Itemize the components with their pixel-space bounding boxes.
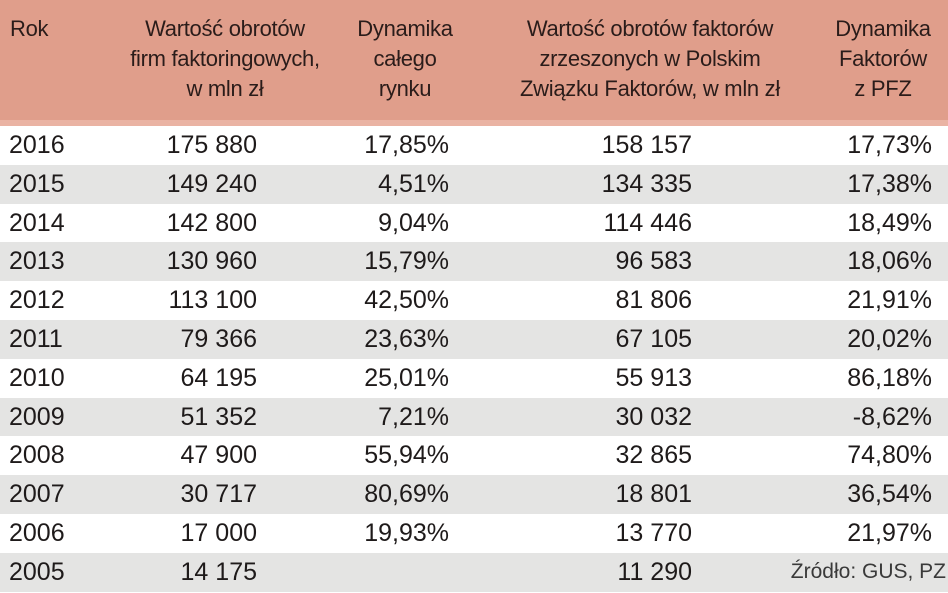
pfz-turnover-cell: 114 446 [603, 208, 692, 237]
pfz-dynamics-cell: 36,54% [847, 480, 932, 509]
market-dynamics-cell: 4,51% [378, 169, 449, 198]
year-cell: 2015 [9, 169, 65, 198]
header-pfz-turnover: Wartość obrotów faktorów zrzeszonych w P… [490, 14, 810, 104]
header-year: Rok [10, 14, 60, 44]
pfz-dynamics-cell: 18,06% [847, 247, 932, 276]
pfz-turnover-cell: 158 157 [601, 131, 692, 159]
market-turnover-cell: 47 900 [180, 441, 257, 470]
market-turnover-cell: 142 800 [166, 208, 257, 237]
market-turnover-cell: 149 240 [166, 169, 257, 198]
market-dynamics-cell: 55,94% [364, 441, 449, 470]
year-cell: 2009 [9, 402, 65, 431]
header-market-dynamics: Dynamika całego rynku [340, 14, 470, 104]
market-dynamics-cell: 17,85% [364, 131, 449, 159]
header-year-label: Rok [10, 16, 49, 41]
year-cell: 2013 [9, 247, 65, 276]
header-line: z PFZ [854, 76, 912, 101]
year-cell: 2014 [9, 208, 65, 237]
market-turnover-cell: 30 717 [180, 480, 257, 509]
market-turnover-cell: 130 960 [166, 247, 257, 276]
pfz-dynamics-cell: 21,97% [847, 518, 932, 547]
pfz-turnover-cell: 96 583 [615, 247, 692, 276]
header-line: Dynamika [357, 16, 453, 41]
table-row: 2010 64 195 25,01% 55 913 86,18% [0, 359, 948, 398]
market-dynamics-cell: 80,69% [364, 480, 449, 509]
table-body: 2016 175 880 17,85% 158 157 17,73% 2015 … [0, 126, 948, 592]
table-row: 2009 51 352 7,21% 30 032 -8,62% [0, 397, 948, 437]
pfz-turnover-cell: 81 806 [615, 286, 692, 315]
pfz-turnover-cell: 11 290 [617, 557, 692, 586]
market-dynamics-cell: 23,63% [364, 324, 449, 353]
header-line: zrzeszonych w Polskim [539, 46, 761, 71]
year-cell: 2005 [9, 557, 65, 586]
year-cell: 2011 [9, 324, 63, 353]
market-turnover-cell: 64 195 [180, 363, 257, 392]
pfz-dynamics-cell: 20,02% [847, 324, 932, 353]
table-row: 2016 175 880 17,85% 158 157 17,73% [0, 126, 948, 165]
market-turnover-cell: 79 366 [180, 324, 257, 353]
year-cell: 2008 [9, 441, 65, 470]
pfz-dynamics-cell: 86,18% [847, 363, 932, 392]
market-turnover-cell: 14 175 [180, 557, 257, 586]
market-turnover-cell: 17 000 [180, 518, 257, 547]
table-row: 2014 142 800 9,04% 114 446 18,49% [0, 204, 948, 243]
market-dynamics-cell: 25,01% [364, 363, 449, 392]
pfz-turnover-cell: 32 865 [615, 441, 692, 470]
pfz-turnover-cell: 67 105 [615, 324, 692, 353]
header-pfz-dynamics: Dynamika Faktorów z PFZ [818, 14, 948, 104]
pfz-dynamics-cell: 74,80% [847, 441, 932, 470]
market-turnover-cell: 175 880 [166, 131, 257, 159]
header-line: firm faktoringowych, [130, 46, 320, 71]
market-dynamics-cell: 19,93% [364, 518, 449, 547]
market-turnover-cell: 113 100 [168, 286, 257, 315]
table-row: 2012 113 100 42,50% 81 806 21,91% [0, 281, 948, 320]
pfz-turnover-cell: 55 913 [615, 363, 692, 392]
year-cell: 2012 [9, 286, 65, 315]
header-line: Dynamika [835, 16, 931, 41]
pfz-turnover-cell: 18 801 [615, 480, 692, 509]
header-line: całego [373, 46, 437, 71]
market-dynamics-cell: 9,04% [378, 208, 449, 237]
market-dynamics-cell: 15,79% [364, 247, 449, 276]
market-dynamics-cell: 7,21% [378, 402, 449, 431]
header-line: Wartość obrotów [145, 16, 305, 41]
header-line: w mln zł [186, 76, 264, 101]
header-line: Związku Faktorów, w mln zł [520, 76, 780, 101]
table-row: 2008 47 900 55,94% 32 865 74,80% [0, 436, 948, 475]
header-line: Wartość obrotów faktorów [526, 16, 774, 41]
pfz-dynamics-cell: 21,91% [847, 286, 932, 315]
table-row: 2013 130 960 15,79% 96 583 18,06% [0, 242, 948, 282]
year-cell: 2016 [9, 131, 65, 159]
pfz-dynamics-cell: 18,49% [847, 208, 932, 237]
table-row: 2006 17 000 19,93% 13 770 21,97% [0, 514, 948, 553]
pfz-dynamics-cell: 17,73% [847, 131, 932, 159]
market-dynamics-cell: 42,50% [364, 286, 449, 315]
market-turnover-cell: 51 352 [180, 402, 257, 431]
header-line: rynku [378, 76, 432, 101]
header-market-turnover: Wartość obrotów firm faktoringowych, w m… [100, 14, 350, 104]
year-cell: 2007 [9, 480, 65, 509]
pfz-turnover-cell: 30 032 [615, 402, 692, 431]
table-row: 2005 14 175 11 290 Źródło: GUS, PZ [0, 552, 948, 592]
year-cell: 2010 [9, 363, 65, 392]
year-cell: 2006 [9, 518, 65, 547]
table-row: 2015 149 240 4,51% 134 335 17,38% [0, 164, 948, 204]
pfz-turnover-cell: 134 335 [601, 169, 692, 198]
header-line: Faktorów [838, 46, 928, 71]
pfz-dynamics-cell: -8,62% [852, 402, 932, 431]
table-row: 2007 30 717 80,69% 18 801 36,54% [0, 475, 948, 514]
source-note: Źródło: GUS, PZ [790, 559, 946, 583]
pfz-turnover-cell: 13 770 [615, 518, 692, 547]
table-header: Rok Wartość obrotów firm faktoringowych,… [0, 0, 948, 126]
table-row: 2011 79 366 23,63% 67 105 20,02% [0, 319, 948, 359]
pfz-dynamics-cell: 17,38% [847, 169, 932, 198]
